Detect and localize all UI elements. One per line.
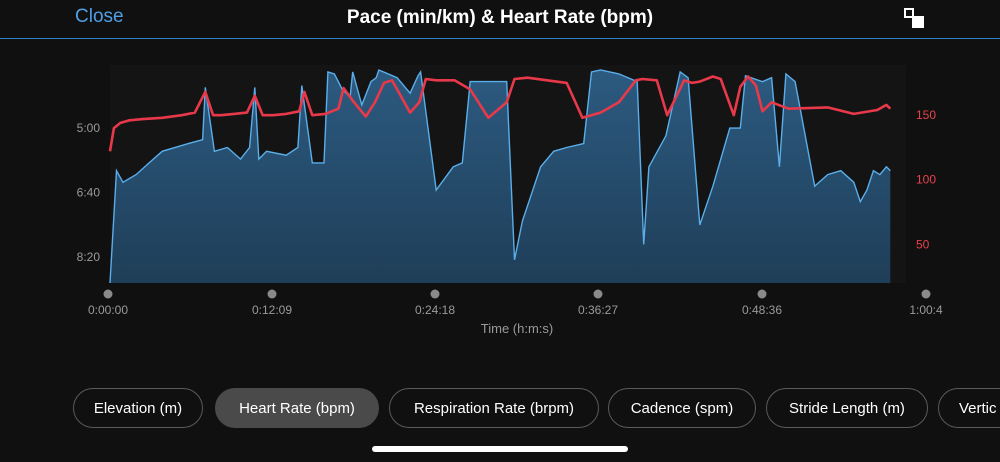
time-tick-label: 0:00:00 (88, 303, 128, 317)
close-button[interactable]: Close (75, 6, 124, 27)
heart-rate-tick-label: 150 (916, 108, 936, 122)
plot-area (108, 65, 906, 284)
pace-tick-label: 5:00 (77, 121, 101, 135)
time-tick-marker (593, 289, 603, 299)
time-tick-marker (430, 289, 440, 299)
pace-tick-label: 6:40 (77, 186, 101, 200)
time-tick-marker (921, 289, 931, 299)
time-tick-label: 0:24:18 (415, 303, 455, 317)
chip-respiration-rate[interactable]: Respiration Rate (brpm) (389, 388, 599, 428)
time-tick-marker (757, 289, 767, 299)
pace-line (109, 69, 891, 284)
time-tick-label: 1:00:4 (909, 303, 943, 317)
heart-rate-tick-label: 100 (916, 173, 936, 187)
chip-vertical[interactable]: Vertic (938, 388, 1000, 428)
chip-heart-rate[interactable]: Heart Rate (bpm) (215, 388, 379, 428)
header-bar: Close Pace (min/km) & Heart Rate (bpm) (0, 0, 1000, 39)
chip-cadence[interactable]: Cadence (spm) (608, 388, 756, 428)
metric-selector: Elevation (m) Heart Rate (bpm) Respirati… (73, 388, 1000, 430)
time-tick-label: 0:36:27 (578, 303, 618, 317)
time-tick-label: 0:12:09 (252, 303, 292, 317)
x-axis-label: Time (h:m:s) (481, 321, 553, 336)
chip-elevation[interactable]: Elevation (m) (73, 388, 203, 428)
time-tick-marker (103, 289, 113, 299)
time-axis: 0:00:00 0:12:09 0:24:18 0:36:27 0:48:36 1:00:… (88, 289, 943, 317)
pace-heart-rate-chart[interactable]: 5:00 6:40 8:20 150 100 50 0:00:00 0:12:09 0:24… (0, 40, 1000, 340)
heart-rate-line (108, 75, 892, 152)
time-tick-marker (267, 289, 277, 299)
expand-icon[interactable] (904, 8, 926, 30)
pace-axis: 5:00 6:40 8:20 (77, 121, 101, 264)
pace-area (110, 70, 891, 283)
time-tick-label: 0:48:36 (742, 303, 782, 317)
heart-rate-axis: 150 100 50 (916, 108, 936, 251)
pace-tick-label: 8:20 (77, 250, 101, 264)
page-title: Pace (min/km) & Heart Rate (bpm) (346, 7, 654, 28)
heart-rate-tick-label: 50 (916, 237, 930, 251)
chip-stride-length[interactable]: Stride Length (m) (766, 388, 928, 428)
home-indicator (372, 446, 628, 452)
